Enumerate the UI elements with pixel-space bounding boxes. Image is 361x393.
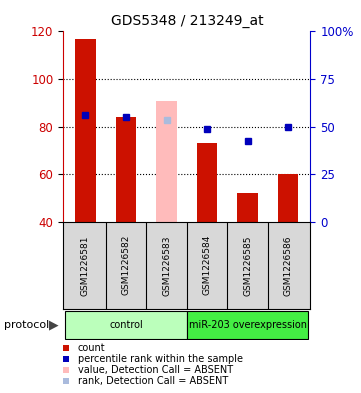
Text: GSM1226586: GSM1226586 xyxy=(284,235,293,296)
Text: GSM1226582: GSM1226582 xyxy=(122,235,131,296)
Bar xyxy=(156,101,177,222)
Text: miR-203 overexpression: miR-203 overexpression xyxy=(189,320,306,330)
Bar xyxy=(197,143,217,222)
Text: GSM1226584: GSM1226584 xyxy=(203,235,212,296)
Bar xyxy=(278,174,298,222)
Bar xyxy=(116,117,136,222)
Bar xyxy=(238,193,258,222)
Text: GSM1226585: GSM1226585 xyxy=(243,235,252,296)
Bar xyxy=(65,311,187,339)
Text: percentile rank within the sample: percentile rank within the sample xyxy=(78,354,243,364)
Text: GSM1226583: GSM1226583 xyxy=(162,235,171,296)
Text: rank, Detection Call = ABSENT: rank, Detection Call = ABSENT xyxy=(78,376,228,386)
Text: control: control xyxy=(109,320,143,330)
Bar xyxy=(187,311,308,339)
Text: protocol: protocol xyxy=(4,320,49,330)
Text: count: count xyxy=(78,343,105,353)
Text: value, Detection Call = ABSENT: value, Detection Call = ABSENT xyxy=(78,365,233,375)
Text: GSM1226581: GSM1226581 xyxy=(81,235,90,296)
Text: ▶: ▶ xyxy=(49,319,58,332)
Title: GDS5348 / 213249_at: GDS5348 / 213249_at xyxy=(110,14,263,28)
Bar xyxy=(75,39,96,222)
